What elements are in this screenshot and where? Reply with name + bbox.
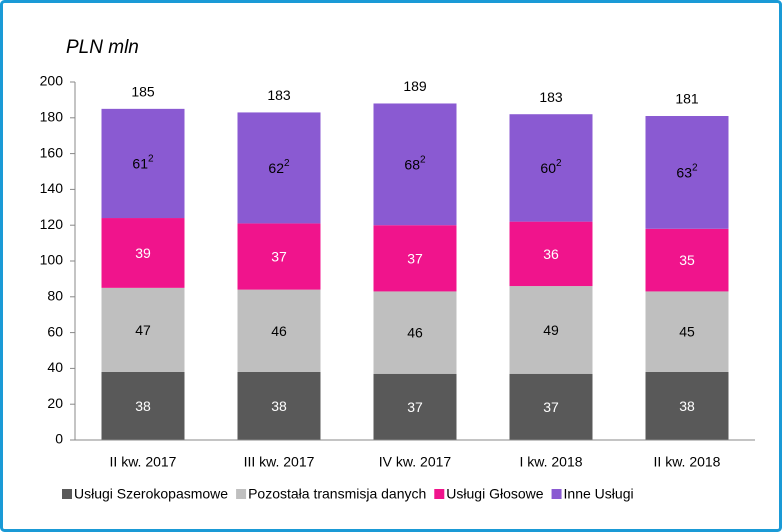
bar-segment	[509, 221, 593, 287]
legend-label: Usługi Szerokopasmowe	[74, 486, 228, 502]
y-tick-label: 200	[40, 73, 64, 89]
value-label-number: 37	[271, 248, 287, 264]
value-label-number: 60	[540, 160, 556, 176]
value-label: 632	[676, 162, 698, 180]
value-label: 36	[543, 246, 559, 262]
bar-segment	[101, 371, 185, 440]
value-label-number: 38	[679, 398, 695, 414]
y-tick-label: 160	[40, 144, 64, 160]
value-label-number: 62	[268, 160, 284, 176]
value-label-number: 35	[679, 252, 695, 268]
y-tick-label: 120	[40, 216, 64, 232]
value-label-note: 2	[284, 158, 290, 169]
value-label-number: 61	[132, 155, 148, 171]
total-label: 183	[267, 87, 291, 103]
value-label: 47	[135, 322, 151, 338]
value-label: 35	[679, 252, 695, 268]
value-label-number: 38	[135, 398, 151, 414]
bar-segment	[373, 291, 457, 374]
total-label: 185	[131, 84, 155, 100]
value-label: 602	[540, 158, 562, 176]
bar-segment	[237, 371, 321, 440]
value-label: 37	[271, 248, 287, 264]
y-tick-label: 140	[40, 180, 64, 196]
legend-swatch	[551, 489, 562, 499]
bar-segment	[373, 373, 457, 440]
bar-segment	[237, 289, 321, 372]
y-tick-label: 100	[40, 252, 64, 268]
bar-segment	[645, 228, 729, 292]
y-tick-label: 180	[40, 109, 64, 125]
value-label-number: 68	[404, 156, 420, 172]
value-label-note: 2	[148, 153, 154, 164]
y-tick-label: 0	[55, 431, 63, 447]
x-tick-label: II kw. 2017	[110, 454, 177, 470]
value-label: 38	[135, 398, 151, 414]
total-label: 183	[539, 89, 563, 105]
bar-segment	[509, 114, 593, 222]
value-label-number: 36	[543, 246, 559, 262]
bar-segment	[645, 116, 729, 229]
legend-swatch	[62, 489, 72, 499]
value-label-note: 2	[556, 158, 562, 169]
bar-segment	[373, 225, 457, 292]
legend-swatch	[236, 489, 247, 499]
bar-segment	[237, 223, 321, 290]
x-tick-label: III kw. 2017	[244, 454, 315, 470]
bar-segment	[101, 218, 185, 288]
y-tick-label: 80	[47, 288, 63, 304]
value-label-number: 63	[676, 164, 692, 180]
value-label-number: 47	[135, 322, 151, 338]
value-label: 38	[271, 398, 287, 414]
bar-segment	[101, 108, 185, 219]
legend-label: Usługi Głosowe	[446, 486, 543, 502]
value-label-note: 2	[692, 162, 698, 173]
value-label: 37	[407, 399, 423, 415]
value-label: 49	[543, 322, 559, 338]
bar-segment	[373, 103, 457, 226]
y-tick-label: 40	[47, 359, 63, 375]
total-label: 189	[403, 78, 427, 94]
bar-segment	[645, 371, 729, 440]
x-tick-label: IV kw. 2017	[379, 454, 452, 470]
value-label-number: 37	[407, 399, 423, 415]
value-label: 37	[543, 399, 559, 415]
legend-label: Inne Usługi	[564, 486, 634, 502]
value-label-number: 49	[543, 322, 559, 338]
legend-swatch	[434, 489, 445, 499]
value-label-number: 37	[543, 399, 559, 415]
y-tick-label: 20	[47, 395, 63, 411]
value-label: 39	[135, 245, 151, 261]
bar-segment	[645, 291, 729, 372]
value-label: 38	[679, 398, 695, 414]
value-label: 622	[268, 158, 290, 176]
value-label: 46	[271, 323, 287, 339]
value-label-number: 38	[271, 398, 287, 414]
value-label: 46	[407, 324, 423, 340]
bar-segment	[237, 112, 321, 224]
value-label-note: 2	[420, 154, 426, 165]
bar-segment	[509, 373, 593, 440]
value-label-number: 46	[407, 324, 423, 340]
chart-title: PLN mln	[66, 37, 139, 58]
bar-segment	[101, 287, 185, 372]
value-label: 682	[404, 154, 426, 172]
total-label: 181	[675, 91, 699, 107]
value-label-number: 45	[679, 323, 695, 339]
value-label: 612	[132, 153, 154, 171]
value-label-number: 39	[135, 245, 151, 261]
value-label-number: 46	[271, 323, 287, 339]
value-label-number: 37	[407, 250, 423, 266]
bar-segment	[509, 286, 593, 374]
y-tick-label: 60	[47, 323, 63, 339]
x-tick-label: I kw. 2018	[519, 454, 582, 470]
value-label: 37	[407, 250, 423, 266]
legend-label: Pozostała transmisja danych	[248, 486, 426, 502]
value-label: 45	[679, 323, 695, 339]
x-tick-label: II kw. 2018	[654, 454, 721, 470]
